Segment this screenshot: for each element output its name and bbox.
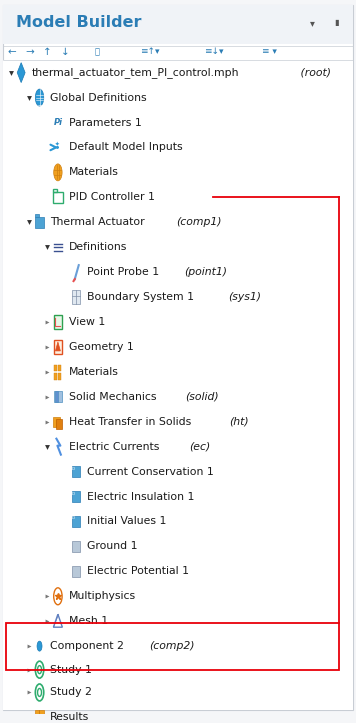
Text: thermal_actuator_tem_PI_control.mph: thermal_actuator_tem_PI_control.mph: [32, 67, 239, 78]
Text: D: D: [71, 492, 74, 495]
Text: Multiphysics: Multiphysics: [68, 591, 136, 602]
Text: (comp2): (comp2): [149, 641, 195, 651]
Polygon shape: [17, 63, 25, 82]
Bar: [35, 711, 44, 723]
Text: Electric Potential 1: Electric Potential 1: [87, 566, 189, 576]
Bar: [58, 364, 62, 371]
Text: (comp1): (comp1): [176, 217, 221, 227]
Bar: [35, 214, 39, 217]
Bar: [3, 5, 353, 44]
Text: ↑: ↑: [43, 47, 52, 57]
Text: Geometry 1: Geometry 1: [68, 342, 133, 352]
Text: Materials: Materials: [68, 167, 119, 177]
Text: 👁: 👁: [94, 48, 99, 56]
Bar: [53, 189, 57, 192]
Text: Electric Insulation 1: Electric Insulation 1: [87, 492, 194, 502]
Circle shape: [35, 89, 44, 106]
Text: Point Probe 1: Point Probe 1: [87, 267, 162, 277]
Text: ▮: ▮: [335, 18, 339, 27]
Text: ✦: ✦: [54, 142, 59, 147]
Bar: [54, 364, 57, 371]
Bar: [53, 416, 61, 427]
Text: ←: ←: [7, 47, 16, 57]
Text: Global Definitions: Global Definitions: [50, 93, 147, 103]
Text: Definitions: Definitions: [68, 242, 127, 252]
Bar: [58, 373, 62, 380]
Polygon shape: [56, 342, 61, 351]
Bar: [56, 419, 62, 429]
Text: (root): (root): [297, 68, 331, 77]
Text: Boundary System 1: Boundary System 1: [87, 292, 197, 302]
Bar: [54, 391, 62, 402]
Bar: [72, 466, 80, 477]
Text: Electric Currents: Electric Currents: [68, 442, 162, 452]
Bar: [54, 373, 57, 380]
Bar: [6, 623, 339, 669]
Bar: [72, 566, 80, 577]
Text: ≡↓▾: ≡↓▾: [204, 48, 223, 56]
Text: Current Conservation 1: Current Conservation 1: [87, 466, 214, 476]
Text: Pi: Pi: [53, 118, 62, 127]
Text: ▾: ▾: [310, 18, 315, 27]
Text: (solid): (solid): [185, 392, 219, 402]
Bar: [72, 541, 80, 552]
Bar: [72, 290, 80, 304]
Text: Default Model Inputs: Default Model Inputs: [68, 142, 182, 153]
Text: Ground 1: Ground 1: [87, 542, 137, 552]
Text: Mesh 1: Mesh 1: [68, 616, 108, 626]
Text: View 1: View 1: [68, 317, 105, 327]
Text: Study 2: Study 2: [50, 688, 92, 698]
Text: Thermal Actuator: Thermal Actuator: [50, 217, 148, 227]
Text: Initial Values 1: Initial Values 1: [87, 516, 166, 526]
Text: Materials: Materials: [68, 367, 119, 377]
Text: ≡↑▾: ≡↑▾: [140, 48, 159, 56]
Text: PID Controller 1: PID Controller 1: [68, 192, 155, 202]
Text: →: →: [25, 47, 34, 57]
Text: D: D: [71, 466, 74, 471]
Text: Heat Transfer in Solids: Heat Transfer in Solids: [68, 416, 194, 427]
Circle shape: [54, 164, 62, 181]
Text: ≡ ▾: ≡ ▾: [262, 48, 277, 56]
Bar: [72, 491, 80, 502]
Text: (point1): (point1): [184, 267, 227, 277]
Text: (ec): (ec): [189, 442, 210, 452]
Text: Results: Results: [50, 712, 89, 722]
Text: Model Builder: Model Builder: [16, 15, 141, 30]
Bar: [72, 516, 80, 527]
Text: D: D: [71, 516, 74, 521]
Bar: [53, 192, 63, 203]
Text: Component 2: Component 2: [50, 641, 127, 651]
Text: Solid Mechanics: Solid Mechanics: [68, 392, 159, 402]
Circle shape: [37, 641, 42, 651]
Text: ↓: ↓: [61, 47, 69, 57]
Text: (sys1): (sys1): [228, 292, 261, 302]
Text: Study 1: Study 1: [50, 664, 92, 675]
Bar: [54, 315, 62, 329]
Text: (ht): (ht): [230, 416, 249, 427]
Text: Parameters 1: Parameters 1: [68, 118, 141, 127]
Bar: [54, 340, 62, 354]
Bar: [56, 391, 58, 402]
Bar: [35, 217, 44, 228]
